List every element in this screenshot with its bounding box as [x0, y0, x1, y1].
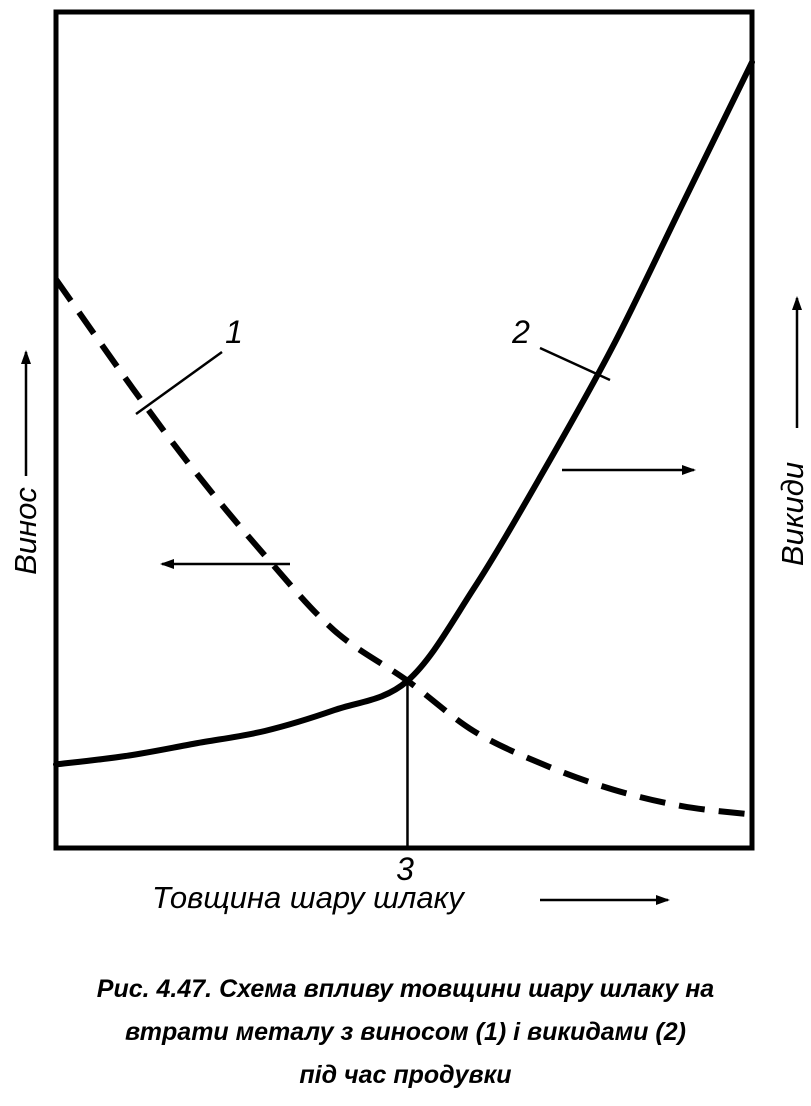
leader-line-1: [135, 350, 223, 416]
y-axis-right-label: Викиди: [775, 462, 810, 566]
chart: 1 2 3 Товщина шару шлаку Винос Викиди: [8, 9, 810, 915]
series-1-dashed-curve: [53, 277, 753, 818]
series-2-solid-curve: [53, 59, 755, 768]
x-axis-label: Товщина шару шлаку: [152, 880, 466, 915]
y-axis-left-label: Винос: [8, 487, 43, 575]
caption-line-3: під час продувки: [299, 1061, 512, 1089]
figure-caption: Рис. 4.47. Схема впливу товщини шару шла…: [0, 968, 811, 1097]
series-2-label: 2: [511, 314, 530, 350]
series-1-label: 1: [225, 314, 243, 350]
intersection-label: 3: [396, 851, 414, 887]
plot-frame: [53, 9, 755, 851]
caption-line-1: Рис. 4.47. Схема впливу товщини шару шла…: [96, 975, 715, 1003]
caption-line-2: втрати металу з виносом (1) і викидами (…: [125, 1018, 686, 1046]
leader-line-2: [539, 346, 611, 382]
